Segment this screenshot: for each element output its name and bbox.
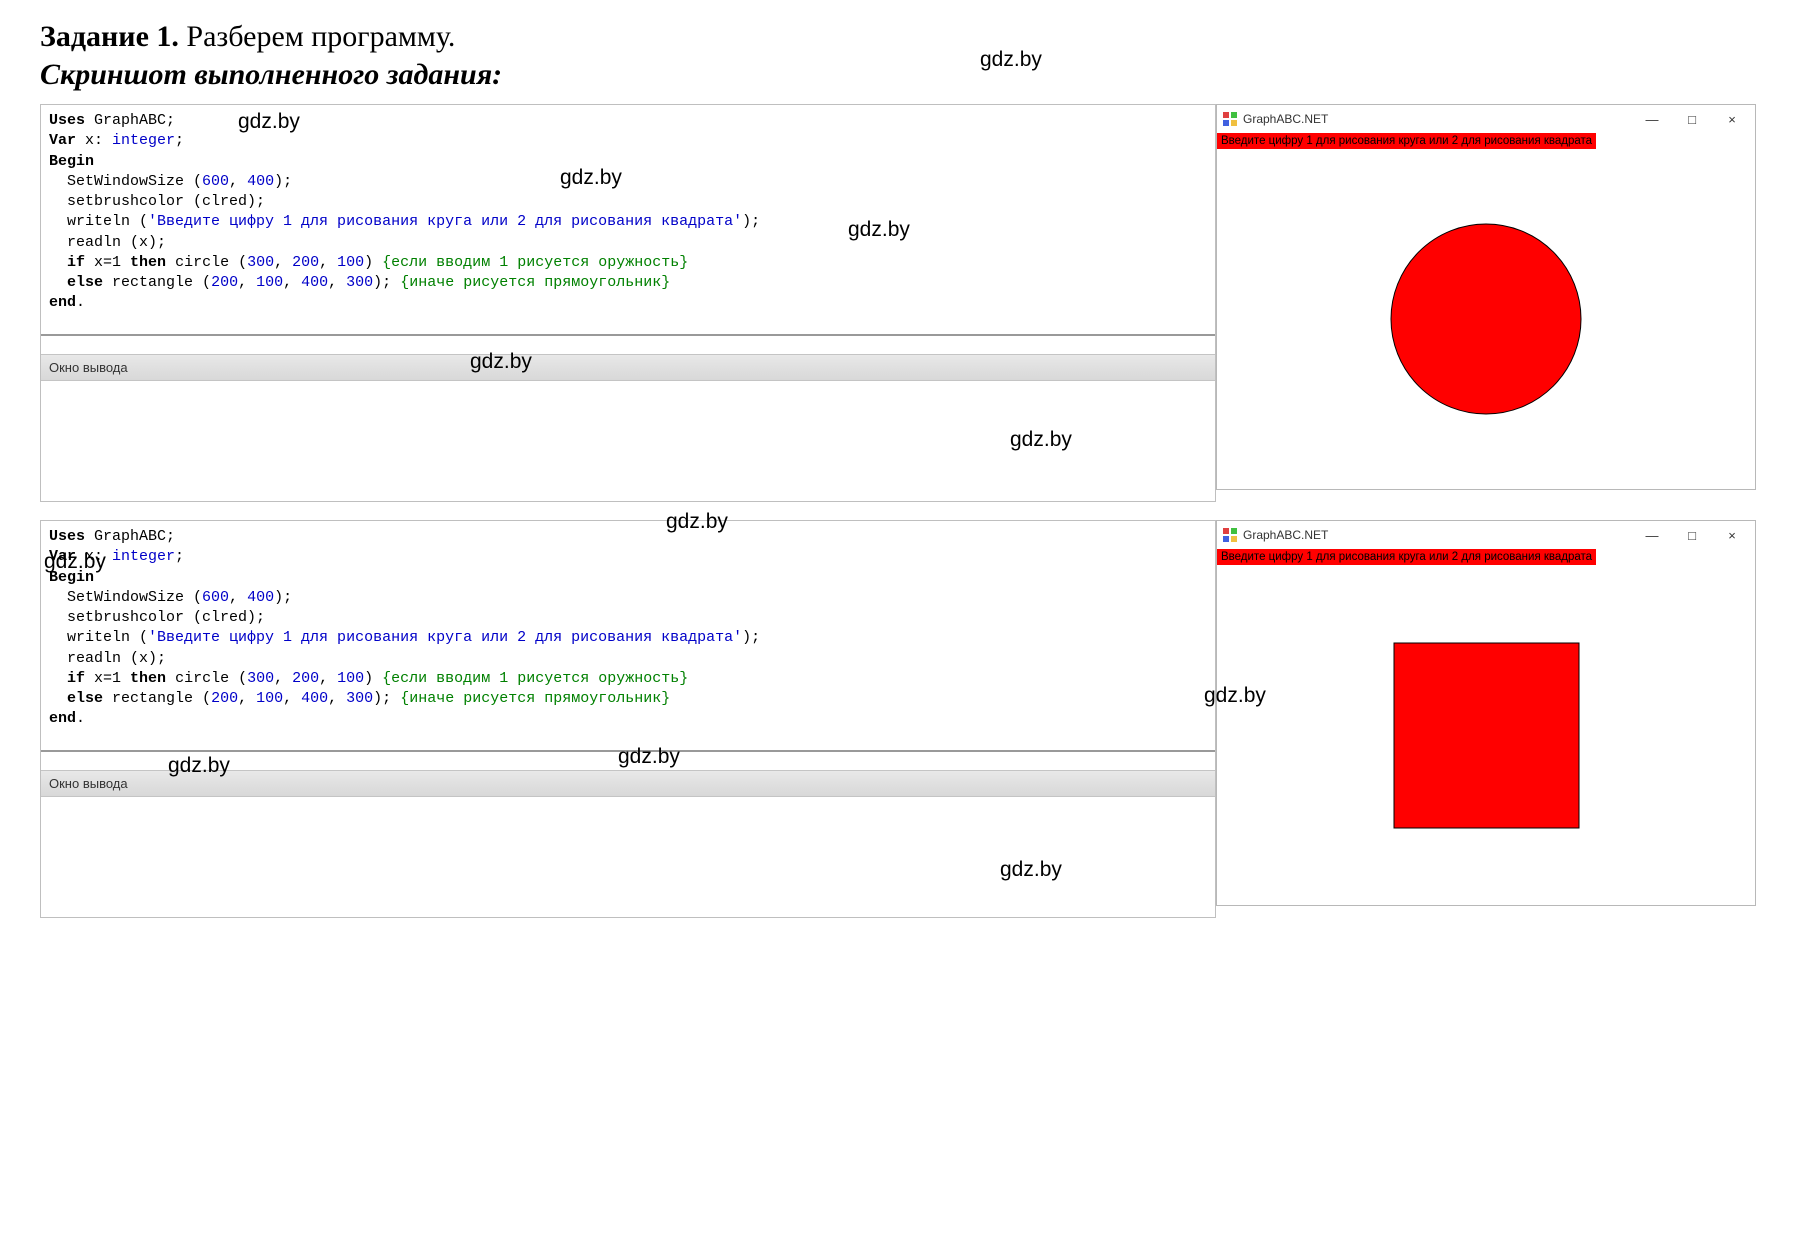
app-icon (1223, 528, 1237, 542)
task-rest: Разберем программу. (179, 20, 455, 53)
maximize-button[interactable]: □ (1675, 525, 1709, 545)
window-title: GraphABC.NET (1243, 528, 1328, 542)
minimize-button[interactable]: — (1635, 109, 1669, 129)
close-button[interactable]: × (1715, 109, 1749, 129)
prompt-strip-1: Введите цифру 1 для рисования круга или … (1217, 133, 1596, 149)
output-bar-2: Окно вывода (41, 770, 1215, 798)
output-bar-1: Окно вывода (41, 354, 1215, 382)
task-number: Задание 1. (40, 20, 179, 53)
circle-shape (1386, 219, 1586, 419)
close-button[interactable]: × (1715, 525, 1749, 545)
row-1: Uses GraphABC; Var x: integer; Begin Set… (40, 104, 1756, 502)
minimize-button[interactable]: — (1635, 525, 1669, 545)
titlebar-2[interactable]: GraphABC.NET — □ × (1217, 521, 1755, 549)
titlebar-1[interactable]: GraphABC.NET — □ × (1217, 105, 1755, 133)
graph-window-2: GraphABC.NET — □ × Введите цифру 1 для р… (1216, 520, 1756, 906)
task-subheading: Скриншот выполненного задания: (40, 58, 1756, 92)
app-icon (1223, 112, 1237, 126)
canvas-circle (1217, 149, 1755, 489)
code-body-1[interactable]: Uses GraphABC; Var x: integer; Begin Set… (41, 105, 1215, 336)
prompt-strip-2: Введите цифру 1 для рисования круга или … (1217, 549, 1596, 565)
code-panel-1: Uses GraphABC; Var x: integer; Begin Set… (40, 104, 1216, 502)
row-2: Uses GraphABC; Var x: integer; Begin Set… (40, 520, 1756, 918)
task-heading: Задание 1. Разберем программу. (40, 20, 1756, 54)
graph-window-1: GraphABC.NET — □ × Введите цифру 1 для р… (1216, 104, 1756, 490)
canvas-rect (1217, 565, 1755, 905)
code-body-2[interactable]: Uses GraphABC; Var x: integer; Begin Set… (41, 521, 1215, 752)
output-body-1[interactable] (41, 381, 1215, 501)
rect-shape (1389, 638, 1584, 833)
window-title: GraphABC.NET (1243, 112, 1328, 126)
output-body-2[interactable] (41, 797, 1215, 917)
code-panel-2: Uses GraphABC; Var x: integer; Begin Set… (40, 520, 1216, 918)
maximize-button[interactable]: □ (1675, 109, 1709, 129)
